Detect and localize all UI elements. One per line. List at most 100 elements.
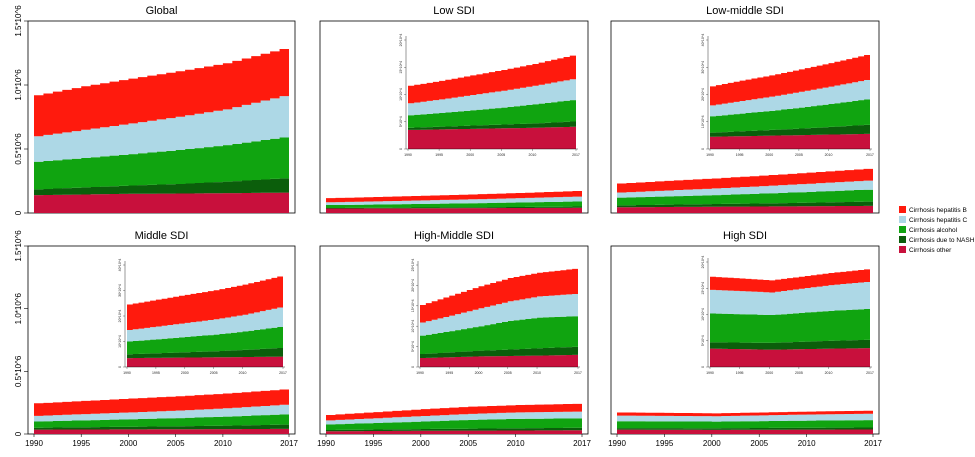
x-tick-label: 2010 <box>798 439 816 448</box>
main-area-cirrhosis-hepatitis-c <box>617 413 873 422</box>
main-area-cirrhosis-other <box>34 192 289 213</box>
inset-area-cirrhosis-alcohol <box>408 99 576 128</box>
inset-area-cirrhosis-other <box>710 348 870 367</box>
main-area-cirrhosis-alcohol <box>326 418 582 430</box>
main-area-cirrhosis-other <box>326 207 582 213</box>
panel-low-sdi: Low SDI 0 5*10^4 10*10^4 15*10^4 20*10^4 1990 1… <box>319 5 589 214</box>
inset-chart: 0 5*10^4 10*10^4 15*10^4 20*10^4 1990 1995 2000… <box>399 34 580 157</box>
inset-y-tick-label: 40*10^4 <box>701 34 705 47</box>
inset-x-tick-label: 2000 <box>475 371 483 375</box>
panel-title: Low-middle SDI <box>706 5 784 17</box>
inset-y-tick-label: 30*10^4 <box>701 61 705 74</box>
main-area-cirrhosis-alcohol <box>34 413 289 428</box>
legend-label: Cirrhosis due to NASH <box>909 237 975 244</box>
inset-chart: 0 5*10^4 10*10^4 15*10^4 20*10^4 1990 1995 2000… <box>701 256 874 375</box>
panel-title: High SDI <box>723 230 767 242</box>
inset-x-tick-label: 1995 <box>736 153 744 157</box>
inset-y-tick-label: 0 <box>701 148 705 150</box>
main-area-cirrhosis-hepatitis-c <box>617 180 873 198</box>
inset-area-cirrhosis-other <box>127 356 283 367</box>
inset-x-tick-label: 2005 <box>795 153 803 157</box>
main-area-cirrhosis-due-to-nash <box>617 201 873 208</box>
main-area-cirrhosis-other <box>617 205 873 213</box>
main-area-cirrhosis-alcohol <box>326 201 582 209</box>
inset-x-tick-label: 1995 <box>435 153 443 157</box>
y-tick-label: 0.5*10^6 <box>14 355 23 387</box>
main-area-cirrhosis-alcohol <box>34 136 289 190</box>
inset-area-cirrhosis-due-to-nash <box>710 124 870 137</box>
inset-x-tick-label: 2000 <box>765 371 773 375</box>
inset-y-tick-label: 5*10^4 <box>411 341 415 352</box>
inset-area-cirrhosis-hepatitis-b <box>710 268 870 293</box>
x-tick-label: 1995 <box>365 439 383 448</box>
inset-x-tick-label: 1990 <box>416 371 424 375</box>
inset-x-tick-label: 2000 <box>181 371 189 375</box>
inset-area-cirrhosis-hepatitis-b <box>710 53 870 106</box>
legend-swatch-cirrhosis-hepatitis-c <box>899 216 906 223</box>
inset-area-cirrhosis-alcohol <box>710 308 870 343</box>
main-area-cirrhosis-due-to-nash <box>34 177 289 196</box>
main-area-cirrhosis-other <box>617 429 873 434</box>
inset-area-cirrhosis-hepatitis-b <box>127 275 283 331</box>
inset-y-tick-label: 10*10^4 <box>399 88 403 101</box>
inset-y-tick-label: 5*10^4 <box>701 335 705 346</box>
x-tick-label: 2010 <box>507 439 525 448</box>
inset-x-tick-label: 2000 <box>466 153 474 157</box>
y-tick-label: 1.5*10^6 <box>14 230 23 262</box>
legend-label: Cirrhosis other <box>909 247 952 254</box>
inset-x-tick-label: 1995 <box>152 371 160 375</box>
main-area-cirrhosis-hepatitis-b <box>326 190 582 203</box>
legend-swatch-cirrhosis-alcohol <box>899 226 906 233</box>
inset-x-tick-label: 1995 <box>445 371 453 375</box>
x-tick-label: 2000 <box>412 439 430 448</box>
inset-y-tick-label: 10*10^4 <box>701 308 705 321</box>
main-area-cirrhosis-other <box>326 430 582 434</box>
x-tick-label: 2017 <box>573 439 591 448</box>
inset-area-cirrhosis-other <box>408 126 576 149</box>
x-tick-label: 2005 <box>167 439 185 448</box>
main-area-cirrhosis-hepatitis-b <box>34 46 289 137</box>
inset-area-cirrhosis-other <box>710 133 870 149</box>
inset-area-cirrhosis-alcohol <box>420 316 578 354</box>
x-tick-label: 2017 <box>864 439 882 448</box>
panel-title: Global <box>146 5 178 17</box>
inset-y-tick-label: 0 <box>399 148 403 150</box>
inset-y-tick-label: 10*10^4 <box>411 320 415 333</box>
main-area-cirrhosis-due-to-nash <box>326 427 582 432</box>
inset-y-tick-label: 15*10^4 <box>399 61 403 74</box>
main-area-cirrhosis-hepatitis-b <box>617 168 873 193</box>
inset-x-tick-label: 2010 <box>239 371 247 375</box>
y-tick-label: 1.0*10^6 <box>14 69 23 101</box>
legend-swatch-cirrhosis-hepatitis-b <box>899 206 906 213</box>
x-tick-label: 1995 <box>72 439 90 448</box>
inset-x-tick-label: 2000 <box>765 153 773 157</box>
inset-y-tick-label: 20*10^4 <box>701 256 705 269</box>
x-tick-label: 2010 <box>214 439 232 448</box>
inset-area-cirrhosis-hepatitis-c <box>710 78 870 117</box>
inset-x-tick-label: 1990 <box>404 153 412 157</box>
inset-area-cirrhosis-due-to-nash <box>408 121 576 130</box>
inset-area-cirrhosis-due-to-nash <box>420 346 578 359</box>
inset-area-cirrhosis-alcohol <box>127 326 283 355</box>
inset-area-cirrhosis-due-to-nash <box>710 339 870 350</box>
inset-y-tick-label: 0 <box>411 366 415 368</box>
legend-swatch-cirrhosis-due-to-nash <box>899 236 906 243</box>
inset-x-tick-label: 1990 <box>706 371 714 375</box>
legend-swatch-cirrhosis-other <box>899 246 906 253</box>
inset-area-cirrhosis-due-to-nash <box>127 347 283 359</box>
panel-title: Low SDI <box>433 5 475 17</box>
panel-global: Global 0 0.5*10^6 1.0*10^6 1.5*10^6 <box>14 5 296 215</box>
inset-area-cirrhosis-alcohol <box>710 98 870 133</box>
main-area-cirrhosis-hepatitis-c <box>34 404 289 422</box>
inset-y-tick-label: 20*10^4 <box>701 88 705 101</box>
inset-y-tick-label: 10*10^4 <box>701 115 705 128</box>
inset-x-tick-label: 2005 <box>497 153 505 157</box>
y-tick-label: 0 <box>14 210 23 215</box>
x-tick-label: 1990 <box>25 439 43 448</box>
main-area-cirrhosis-due-to-nash <box>617 427 873 430</box>
main-area-cirrhosis-hepatitis-b <box>617 410 873 417</box>
main-area-cirrhosis-hepatitis-b <box>34 388 289 416</box>
panels-layer: Global 0 0.5*10^6 1.0*10^6 1.5*10^6 Low SDI 0 5… <box>14 5 882 448</box>
main-area-cirrhosis-hepatitis-b <box>326 403 582 421</box>
